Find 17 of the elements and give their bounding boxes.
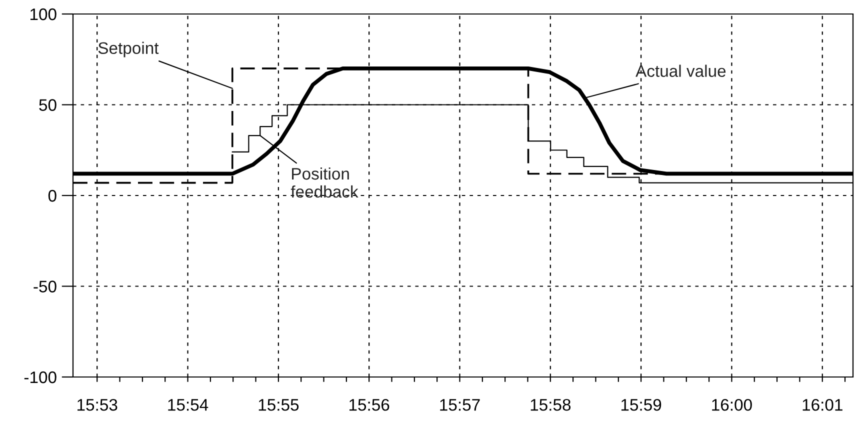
y-tick-label: 0 <box>48 190 56 202</box>
x-tick-label: 16:00 <box>712 398 752 411</box>
annotation: Actual value <box>636 64 726 77</box>
annotation: Position feedback <box>290 167 358 198</box>
x-tick-label: 15:59 <box>621 398 662 411</box>
y-tick-label: 50 <box>39 99 56 111</box>
y-tick-label: -100 <box>24 371 56 384</box>
annotation: Setpoint <box>98 42 159 58</box>
y-tick-label: 100 <box>30 8 56 20</box>
x-tick-label: 15:55 <box>258 399 299 411</box>
x-tick-label: 15:53 <box>78 398 118 411</box>
x-tick-label: 15:57 <box>440 399 480 411</box>
x-tick-label: 15:58 <box>530 398 571 411</box>
x-tick-label: 16:01 <box>802 398 842 411</box>
x-tick-label: 15:54 <box>168 399 208 411</box>
x-tick-label: 15:56 <box>349 398 390 411</box>
y-tick-label: -50 <box>34 280 56 292</box>
